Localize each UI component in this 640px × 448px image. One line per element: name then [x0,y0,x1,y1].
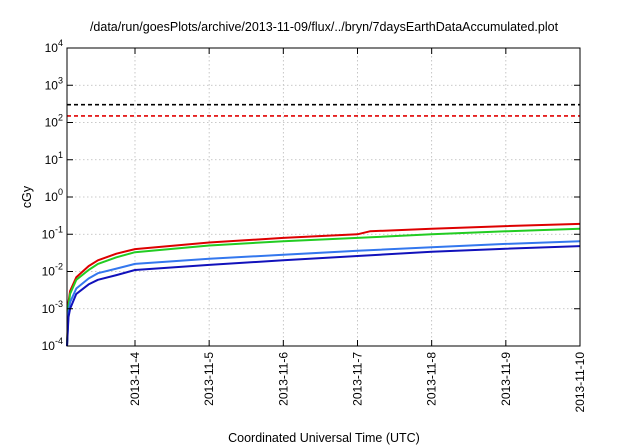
y-tick-label: 10-4 [42,336,63,353]
y-tick-label-exponent: -1 [55,224,63,234]
y-tick-label-base: 10 [42,227,56,241]
y-tick-label-base: 10 [42,265,56,279]
y-tick-label-exponent: -4 [55,336,63,346]
grid [67,48,580,346]
y-tick-label: 100 [45,187,63,204]
y-tick-label-exponent: 1 [58,150,63,160]
x-tick-label: 2013-11-9 [499,352,513,406]
series-line [66,240,581,347]
y-tick-label: 10-2 [42,262,63,279]
y-tick-label-exponent: 4 [58,38,63,48]
y-tick-label: 102 [45,113,63,130]
y-tick-label: 10-3 [42,299,63,316]
y-tick-label-base: 10 [45,41,59,55]
y-tick-label: 10-1 [42,224,63,241]
chart-title: /data/run/goesPlots/archive/2013-11-09/f… [90,20,559,34]
series-line [66,227,581,347]
y-tick-label-base: 10 [45,78,59,92]
x-tick-label: 2013-11-4 [128,352,142,406]
y-tick-label-exponent: 0 [58,187,63,197]
y-tick-label-base: 10 [42,302,56,316]
x-tick-label: 2013-11-7 [350,352,364,406]
y-tick-label: 103 [45,75,63,92]
y-tick-label: 104 [45,38,63,55]
threshold-lines [67,103,580,117]
y-axis-label: cGy [20,185,34,208]
y-tick-label-exponent: 3 [58,75,63,85]
axis-ticks [67,47,581,347]
series-lines [66,222,581,347]
y-tick-label: 101 [45,150,63,167]
x-tick-labels: 2013-11-4 2013-11-5 2013-11-6 2013-11-7 2013… [128,352,587,413]
x-tick-label: 2013-11-10 [573,352,587,413]
y-tick-label-base: 10 [45,190,59,204]
y-tick-label-base: 10 [45,153,59,167]
x-tick-label: 2013-11-6 [276,352,290,406]
x-tick-label: 2013-11-5 [202,352,216,406]
y-tick-label-exponent: -3 [55,299,63,309]
series-line [66,245,581,347]
y-tick-label-exponent: 2 [58,113,63,123]
y-tick-label-base: 10 [42,339,56,353]
x-axis-label: Coordinated Universal Time (UTC) [228,431,420,445]
y-tick-label-exponent: -2 [55,262,63,272]
y-tick-label-base: 10 [45,116,59,130]
x-tick-label: 2013-11-8 [425,352,439,406]
series-line [66,222,581,347]
